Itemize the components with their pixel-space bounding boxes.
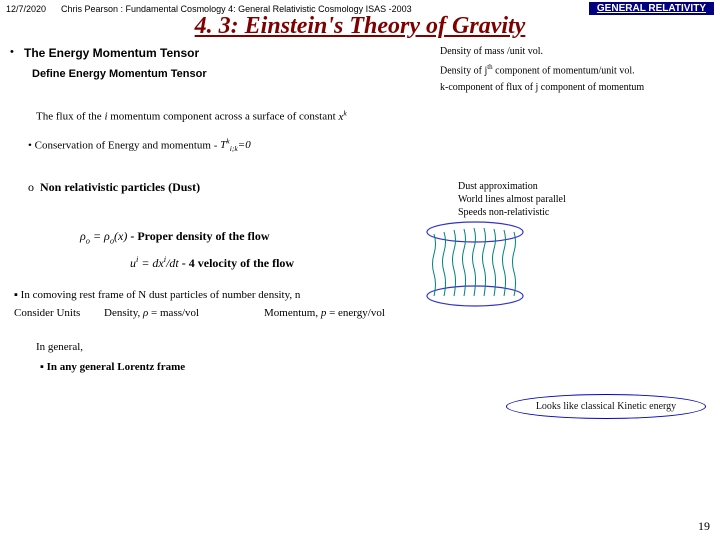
units-momentum: Momentum, p = energy/vol <box>264 307 464 319</box>
units-row: Consider Units Density, ρ = mass/vol Mom… <box>10 307 710 319</box>
header-mid: Chris Pearson : Fundamental Cosmology 4:… <box>61 4 589 14</box>
def-mass-density: Density of mass /unit vol. <box>440 46 710 57</box>
def-momentum-density: Density of jth component of momentum/uni… <box>440 63 710 76</box>
slide-title: 4. 3: Einstein's Theory of Gravity <box>0 13 720 40</box>
kinetic-energy-callout: Looks like classical Kinetic energy <box>506 394 706 419</box>
dust-heading: oNon relativistic particles (Dust) <box>28 180 328 195</box>
tensor-component-defs: Density of mass /unit vol. Density of jt… <box>440 46 710 99</box>
page-number: 19 <box>698 519 710 534</box>
units-density: Density, ρ = mass/vol <box>104 307 264 319</box>
def-flux: k-component of flux of j component of mo… <box>440 82 710 93</box>
lorentz-frame-line: ▪ In any general Lorentz frame <box>40 361 710 373</box>
header-date: 12/7/2020 <box>6 4 61 14</box>
comoving-frame-line: ▪ In comoving rest frame of N dust parti… <box>14 289 710 301</box>
conservation-line: • Conservation of Energy and momentum - … <box>28 137 710 154</box>
worldlines-diagram <box>420 220 530 308</box>
bullet-icon: • <box>10 46 24 58</box>
emt-heading: The Energy Momentum Tensor <box>24 46 199 60</box>
flux-statement: The flux of the i momentum component acr… <box>36 108 710 123</box>
header-badge: GENERAL RELATIVITY <box>589 2 714 15</box>
in-general-line: In general, <box>36 341 710 353</box>
units-label: Consider Units <box>14 307 104 319</box>
proper-density-eq: ρo = ρo(x) - Proper density of the flow <box>80 229 710 245</box>
dust-notes: Dust approximation World lines almost pa… <box>458 180 566 219</box>
